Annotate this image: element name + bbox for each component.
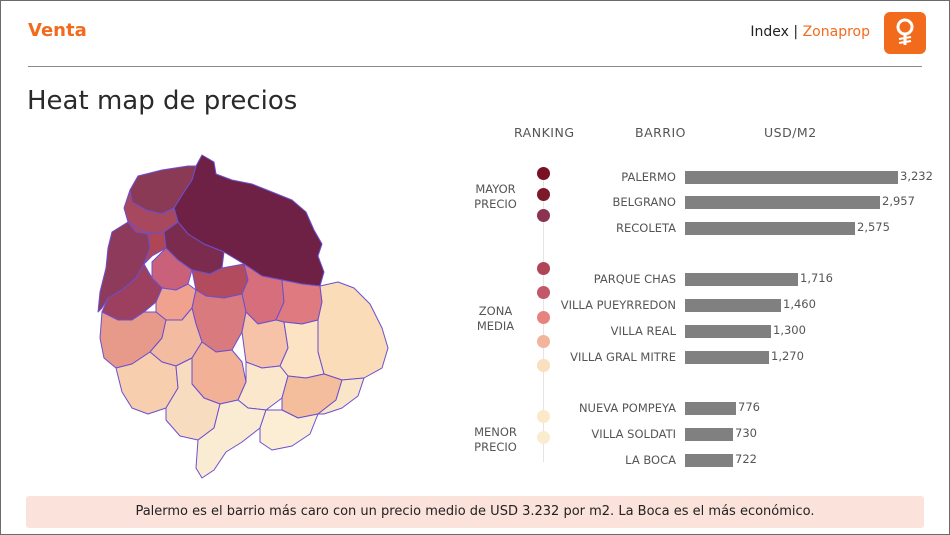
price-bar: [685, 299, 781, 312]
barrio-label: BELGRANO: [612, 195, 676, 209]
summary-note: Palermo es el barrio más caro con un pre…: [26, 496, 924, 528]
map-zone-boca: [317, 377, 365, 415]
group-menor-line1: MENOR: [474, 425, 517, 439]
barrio-label: VILLA PUEYRREDON: [560, 298, 676, 312]
barrio-label: VILLA SOLDATI: [591, 427, 676, 441]
group-menor-precio: MENOR PRECIO: [468, 425, 523, 455]
ranking-dot: [537, 410, 550, 423]
price-value: 3,232: [900, 169, 933, 183]
price-bar: [685, 196, 880, 209]
map-zone-s4: [259, 409, 319, 451]
map-zone-nw1: [123, 189, 179, 235]
group-zona-media: ZONA MEDIA: [468, 304, 523, 334]
zonaprop-logo-icon: [884, 12, 926, 54]
price-value: 2,575: [857, 220, 890, 234]
page-title: Heat map de precios: [27, 86, 298, 116]
map-zone-w2: [127, 221, 167, 265]
col-header-ranking: RANKING: [514, 125, 575, 140]
price-bar: [685, 454, 733, 467]
price-value: 730: [735, 426, 757, 440]
group-mayor-line2: PRECIO: [474, 197, 517, 211]
barrio-label: NUEVA POMPEYA: [578, 401, 676, 415]
barrio-label: PALERMO: [621, 170, 676, 184]
ranking-dot: [537, 209, 550, 222]
price-bar: [685, 428, 733, 441]
group-mayor-precio: MAYOR PRECIO: [468, 182, 523, 212]
group-media-line2: MEDIA: [476, 319, 515, 333]
map-zone-east-light: [317, 281, 389, 381]
ranking-dot: [537, 286, 550, 299]
ranking-dot: [537, 359, 550, 372]
header-source: Index | Zonaprop: [750, 24, 870, 40]
col-header-usd-m2: USD/M2: [764, 125, 817, 140]
price-value: 722: [735, 452, 757, 466]
barrio-label: PARQUE CHAS: [593, 272, 676, 286]
zonaprop-label: Zonaprop: [802, 24, 870, 40]
price-bar: [685, 402, 736, 415]
price-value: 1,270: [771, 349, 804, 363]
barrio-label: LA BOCA: [625, 453, 676, 467]
ranking-dot: [537, 311, 550, 324]
ranking-dot: [537, 335, 550, 348]
barrio-label: VILLA REAL: [610, 324, 676, 338]
ranking-dot: [537, 431, 550, 444]
group-mayor-line1: MAYOR: [475, 182, 516, 196]
price-bar: [685, 325, 771, 338]
price-bar: [685, 351, 769, 364]
map-zone-south-lowest: [195, 399, 267, 479]
barrio-label: RECOLETA: [615, 221, 676, 235]
group-menor-line2: PRECIO: [474, 440, 517, 454]
price-value: 776: [738, 400, 760, 414]
ranking-dot: [537, 188, 550, 201]
price-bar: [685, 222, 855, 235]
price-value: 2,957: [882, 194, 915, 208]
price-value: 1,300: [773, 323, 806, 337]
header-divider: [28, 66, 922, 67]
price-bar: [685, 273, 798, 286]
price-value: 1,716: [800, 271, 833, 285]
price-bar: [685, 171, 898, 184]
index-label: Index |: [750, 24, 803, 40]
barrio-label: VILLA GRAL MITRE: [570, 350, 676, 364]
ranking-dot: [537, 262, 550, 275]
heat-map: [92, 152, 412, 486]
map-zone-s2: [237, 361, 289, 411]
col-header-barrio: BARRIO: [635, 125, 687, 140]
ranking-dot: [537, 167, 550, 180]
brand-title: Venta: [28, 20, 87, 41]
group-media-line1: ZONA: [478, 304, 513, 318]
price-value: 1,460: [783, 297, 816, 311]
